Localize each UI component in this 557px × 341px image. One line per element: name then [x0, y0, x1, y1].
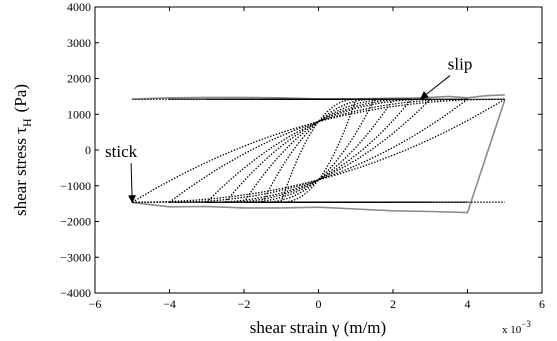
- loop-descending-branch: [132, 98, 506, 203]
- loop-descending-branch: [225, 98, 413, 203]
- y-tick-label: 2000: [67, 72, 91, 86]
- hysteresis-loop: [131, 98, 506, 203]
- y-axis-label-subscript: H: [20, 118, 34, 127]
- x-axis-label: shear strain γ (m/m): [250, 318, 386, 337]
- y-tick-label: 3000: [67, 36, 91, 50]
- model-loops: [131, 98, 506, 203]
- measured-curves: [132, 94, 506, 214]
- x-tick-label: −6: [89, 297, 102, 311]
- x-tick-label: 2: [390, 297, 396, 311]
- x-tick-label: 0: [316, 297, 322, 311]
- annotations: slip stick: [105, 55, 473, 204]
- annotation-stick: stick: [105, 142, 138, 161]
- x-tick-label: −4: [163, 297, 176, 311]
- y-axis-label-unit: (Pa): [11, 84, 30, 112]
- loop-descending-branch: [281, 98, 357, 203]
- y-tick-label: 1000: [67, 107, 91, 121]
- hysteresis-loop: [280, 98, 357, 203]
- loop-ascending-branch: [131, 98, 505, 203]
- x-multiplier-exponent: −3: [521, 319, 531, 329]
- loop-descending-branch: [244, 98, 394, 203]
- x-tick-label: 6: [539, 297, 545, 311]
- annotation-arrow-stick: [128, 163, 137, 204]
- loop-descending-branch: [169, 98, 468, 203]
- annotation-arrow-slip: [420, 75, 451, 100]
- y-tick-label: −2000: [60, 215, 91, 229]
- hysteresis-loop: [224, 98, 413, 203]
- annotation-slip: slip: [448, 55, 473, 74]
- y-tick-label: −3000: [60, 250, 91, 264]
- y-axis-label-main: shear stress τ: [11, 127, 30, 216]
- x-multiplier-base: x 10: [502, 324, 522, 336]
- loop-ascending-branch: [262, 98, 375, 203]
- loop-ascending-branch: [169, 98, 468, 203]
- y-tick-label: −1000: [60, 179, 91, 193]
- hysteresis-loop: [262, 98, 375, 203]
- y-tick-label: 4000: [67, 0, 91, 14]
- x-multiplier: x 10−3: [502, 319, 531, 336]
- x-tick-label: 4: [465, 297, 471, 311]
- y-axis-label: shear stress τH (Pa): [11, 84, 34, 216]
- loop-ascending-branch: [243, 98, 393, 203]
- measured-upper-curve: [132, 94, 505, 100]
- y-tick-label: −4000: [60, 286, 91, 300]
- plot-frame: [94, 6, 543, 294]
- loop-ascending-branch: [280, 98, 356, 203]
- axis-ticks: −6 −4 −2 0 2 4 6 −4000 −3000 −2000 −1000 0 1000 2000 3…: [60, 0, 545, 311]
- loop-ascending-branch: [224, 98, 412, 203]
- y-tick-label: 0: [85, 143, 91, 157]
- hysteresis-loop: [206, 98, 431, 203]
- x-tick-label: −2: [238, 297, 251, 311]
- loop-descending-branch: [262, 98, 375, 203]
- hysteresis-loop: [169, 98, 468, 203]
- measured-lower-curve: [132, 99, 506, 214]
- loop-descending-branch: [206, 98, 431, 203]
- loop-ascending-branch: [206, 98, 431, 203]
